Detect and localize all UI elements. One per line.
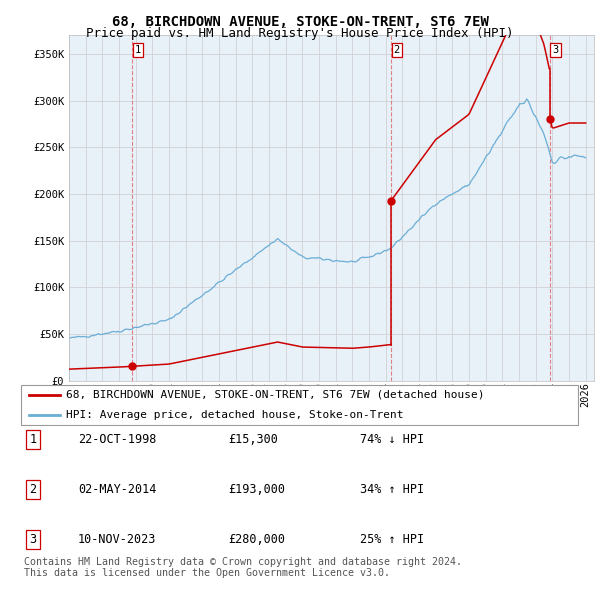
Text: 1: 1 xyxy=(135,45,141,55)
Text: Contains HM Land Registry data © Crown copyright and database right 2024.
This d: Contains HM Land Registry data © Crown c… xyxy=(24,556,462,578)
Text: 02-MAY-2014: 02-MAY-2014 xyxy=(78,483,157,496)
Text: Price paid vs. HM Land Registry's House Price Index (HPI): Price paid vs. HM Land Registry's House … xyxy=(86,27,514,40)
Text: 3: 3 xyxy=(553,45,559,55)
Text: £15,300: £15,300 xyxy=(228,433,278,446)
Text: 74% ↓ HPI: 74% ↓ HPI xyxy=(360,433,424,446)
Text: 1: 1 xyxy=(29,433,37,446)
Text: 68, BIRCHDOWN AVENUE, STOKE-ON-TRENT, ST6 7EW: 68, BIRCHDOWN AVENUE, STOKE-ON-TRENT, ST… xyxy=(112,15,488,29)
FancyBboxPatch shape xyxy=(21,385,578,425)
Text: 2: 2 xyxy=(29,483,37,496)
Text: 68, BIRCHDOWN AVENUE, STOKE-ON-TRENT, ST6 7EW (detached house): 68, BIRCHDOWN AVENUE, STOKE-ON-TRENT, ST… xyxy=(66,390,484,400)
Text: 34% ↑ HPI: 34% ↑ HPI xyxy=(360,483,424,496)
Text: 3: 3 xyxy=(29,533,37,546)
Text: 22-OCT-1998: 22-OCT-1998 xyxy=(78,433,157,446)
Text: £193,000: £193,000 xyxy=(228,483,285,496)
Text: 10-NOV-2023: 10-NOV-2023 xyxy=(78,533,157,546)
Text: 25% ↑ HPI: 25% ↑ HPI xyxy=(360,533,424,546)
Text: £280,000: £280,000 xyxy=(228,533,285,546)
Text: 2: 2 xyxy=(394,45,400,55)
Text: HPI: Average price, detached house, Stoke-on-Trent: HPI: Average price, detached house, Stok… xyxy=(66,409,403,419)
